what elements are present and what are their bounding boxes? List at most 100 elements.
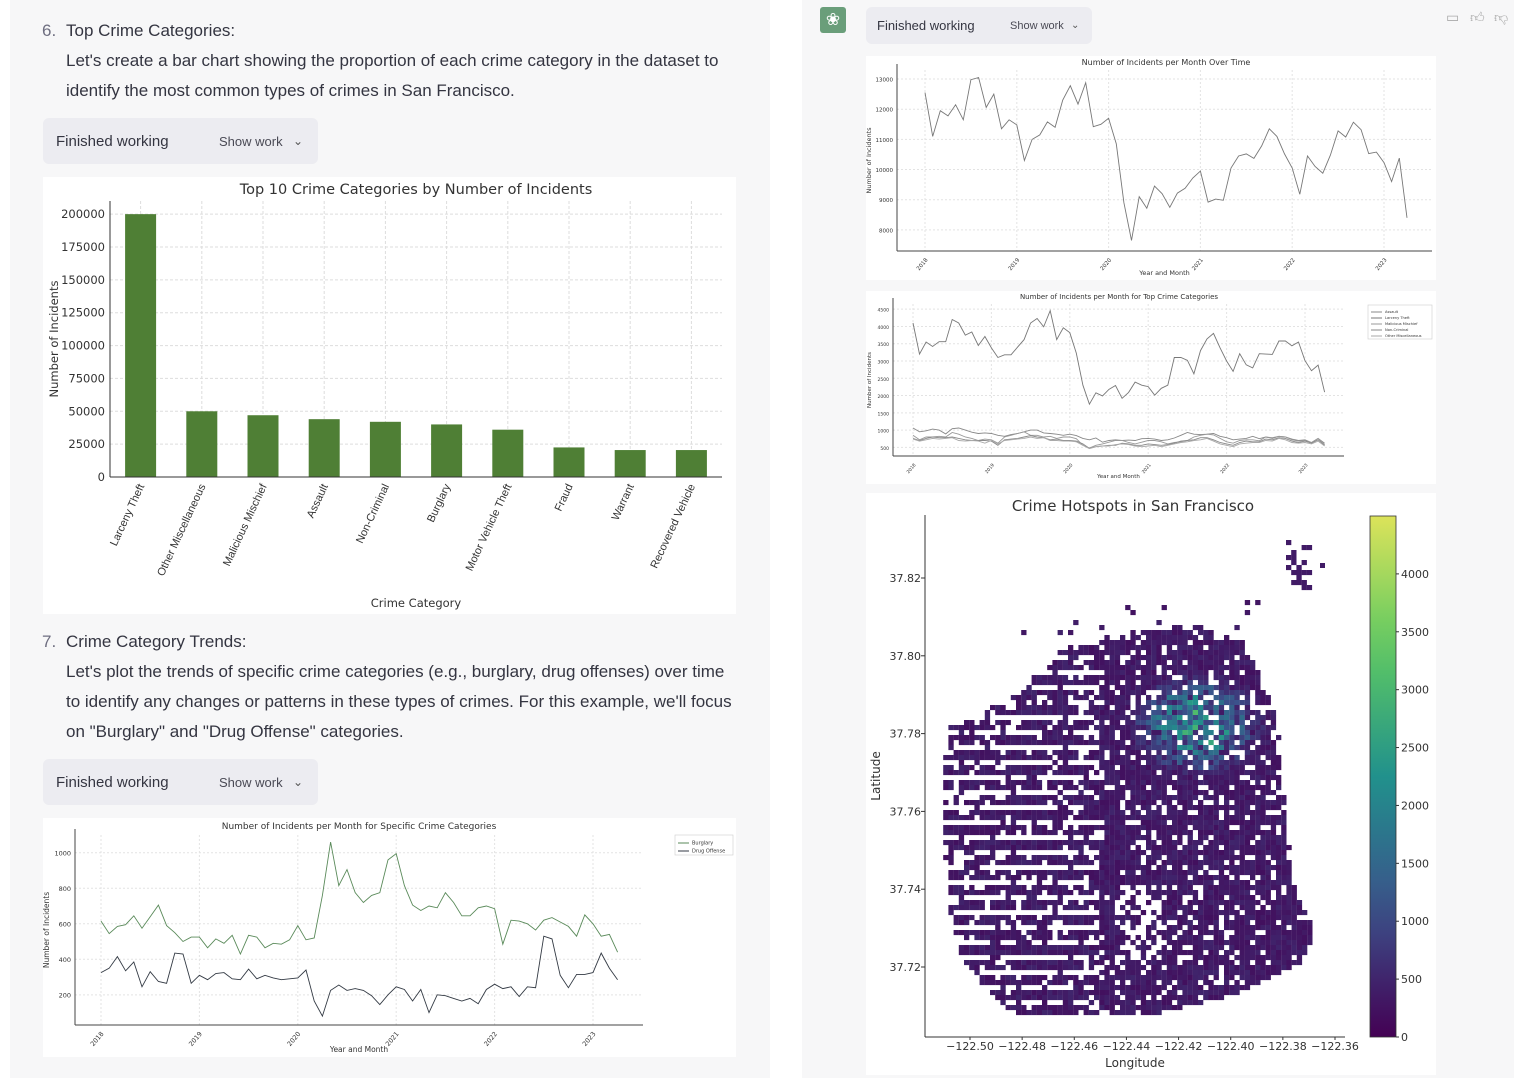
heatmap-cell bbox=[1114, 890, 1121, 896]
heatmap-cell bbox=[943, 770, 949, 776]
heatmap-cell bbox=[1151, 935, 1157, 941]
heatmap-cell bbox=[1140, 655, 1147, 661]
heatmap-cell bbox=[1276, 865, 1282, 871]
y-axis-label: Number of Incidents bbox=[43, 892, 51, 968]
heatmap-cell bbox=[1021, 630, 1027, 636]
heatmap-cell bbox=[1234, 800, 1240, 806]
chevron-down-icon[interactable]: ⌄ bbox=[293, 134, 304, 148]
heatmap-cell bbox=[1088, 1000, 1095, 1006]
heatmap-cell bbox=[948, 755, 954, 761]
heatmap-cell bbox=[1296, 940, 1303, 946]
heatmap-cell bbox=[1182, 675, 1188, 681]
line-chart: Number of Incidents per Month Over Time8… bbox=[865, 58, 1432, 277]
thumbs-down-icon[interactable]: 👎︎ bbox=[1494, 9, 1509, 25]
show-work-button[interactable]: Show work bbox=[219, 774, 283, 790]
heatmap-cell bbox=[1109, 670, 1115, 676]
heatmap-cell bbox=[1192, 770, 1199, 776]
heatmap-cell bbox=[1031, 855, 1037, 861]
heatmap-cell bbox=[1156, 895, 1162, 901]
heatmap-cell bbox=[1010, 860, 1017, 866]
heatmap-cell bbox=[1296, 950, 1303, 956]
show-work-button[interactable]: Show work bbox=[1010, 19, 1064, 32]
heatmap-cell bbox=[1047, 945, 1053, 951]
heatmap-cell bbox=[1270, 765, 1277, 771]
heatmap-cell bbox=[1198, 955, 1204, 961]
heatmap-cell bbox=[974, 860, 980, 866]
heatmap-cell bbox=[1177, 985, 1183, 991]
heatmap-cell bbox=[1172, 720, 1178, 726]
heatmap-cell bbox=[1296, 930, 1303, 936]
heatmap-cell bbox=[1229, 865, 1235, 871]
heatmap-cell bbox=[1125, 660, 1131, 666]
heatmap-cell bbox=[1156, 695, 1162, 701]
heatmap-cell bbox=[1208, 830, 1214, 836]
heatmap-cell bbox=[1192, 750, 1199, 756]
show-work-button[interactable]: Show work bbox=[219, 133, 283, 149]
heatmap-cell bbox=[1031, 775, 1037, 781]
chevron-down-icon[interactable]: ⌄ bbox=[293, 775, 304, 789]
heatmap-cell bbox=[1031, 1005, 1037, 1011]
heatmap-cell bbox=[974, 900, 980, 906]
heatmap-cell bbox=[1208, 740, 1214, 746]
heatmap-cell bbox=[1146, 795, 1152, 801]
heatmap-cell bbox=[984, 945, 991, 951]
heatmap-cell bbox=[1224, 775, 1230, 781]
heatmap-cell bbox=[1229, 700, 1235, 706]
heatmap-cell bbox=[1218, 775, 1225, 781]
heatmap-cell bbox=[1286, 910, 1292, 916]
heatmap-cell bbox=[1192, 880, 1199, 886]
clipboard-icon[interactable]: ▭ bbox=[1446, 9, 1460, 25]
heatmap-cell bbox=[1130, 655, 1136, 661]
heatmap-cell bbox=[1031, 1010, 1037, 1016]
heatmap-cell bbox=[974, 870, 980, 876]
heatmap-cell bbox=[1276, 930, 1282, 936]
heatmap-cell bbox=[1052, 660, 1058, 666]
heatmap-cell bbox=[958, 765, 965, 771]
heatmap-cell bbox=[1094, 710, 1100, 716]
heatmap-cell bbox=[1052, 770, 1058, 776]
heatmap-cell bbox=[1010, 695, 1017, 701]
heatmap-cell bbox=[1099, 720, 1105, 726]
heatmap-cell bbox=[1120, 960, 1126, 966]
heatmap-cell bbox=[1177, 860, 1183, 866]
thumbs-up-icon[interactable]: 👍︎ bbox=[1470, 9, 1485, 25]
heatmap-cell bbox=[1073, 905, 1079, 911]
heatmap-cell bbox=[995, 780, 1001, 786]
heatmap-cell bbox=[1172, 710, 1178, 716]
heatmap-cell bbox=[1260, 915, 1266, 921]
heatmap-cell bbox=[1198, 645, 1204, 651]
heatmap-cell bbox=[1010, 850, 1017, 856]
heatmap-cell bbox=[1224, 725, 1230, 731]
heatmap-cell bbox=[1286, 540, 1292, 546]
x-tick-label: −122.44 bbox=[1103, 1040, 1151, 1053]
heatmap-cell bbox=[1192, 970, 1199, 976]
heatmap-cell bbox=[1104, 810, 1110, 816]
heatmap-cell bbox=[1109, 935, 1115, 941]
heatmap-cell bbox=[1135, 675, 1141, 681]
heatmap-cell bbox=[1192, 935, 1199, 941]
chevron-down-icon[interactable]: ⌄ bbox=[1071, 20, 1080, 31]
heatmap-cell bbox=[1151, 785, 1157, 791]
heatmap-cell bbox=[1218, 945, 1225, 951]
heatmap-cell bbox=[974, 805, 980, 811]
heatmap-cell bbox=[1114, 815, 1121, 821]
heatmap-cell bbox=[1078, 960, 1084, 966]
heatmap-cell bbox=[1146, 720, 1152, 726]
heatmap-cell bbox=[1099, 760, 1105, 766]
heatmap-cell bbox=[1052, 915, 1058, 921]
heatmap-cell bbox=[1265, 945, 1271, 951]
heatmap-cell bbox=[1281, 850, 1287, 856]
heatmap-cell bbox=[1026, 800, 1032, 806]
heatmap-cell bbox=[1140, 965, 1147, 971]
heatmap-cell bbox=[958, 815, 965, 821]
heatmap-cell bbox=[953, 920, 959, 926]
heatmap-cell bbox=[1010, 845, 1017, 851]
heatmap-cell bbox=[1151, 815, 1157, 821]
heatmap-cell bbox=[1166, 760, 1173, 766]
heatmap-cell bbox=[1099, 885, 1105, 891]
heatmap-cell bbox=[1042, 920, 1048, 926]
heatmap-cell bbox=[1146, 760, 1152, 766]
heatmap-cell bbox=[1182, 850, 1188, 856]
heatmap-cell bbox=[1239, 790, 1245, 796]
heatmap-cell bbox=[1135, 1005, 1141, 1011]
